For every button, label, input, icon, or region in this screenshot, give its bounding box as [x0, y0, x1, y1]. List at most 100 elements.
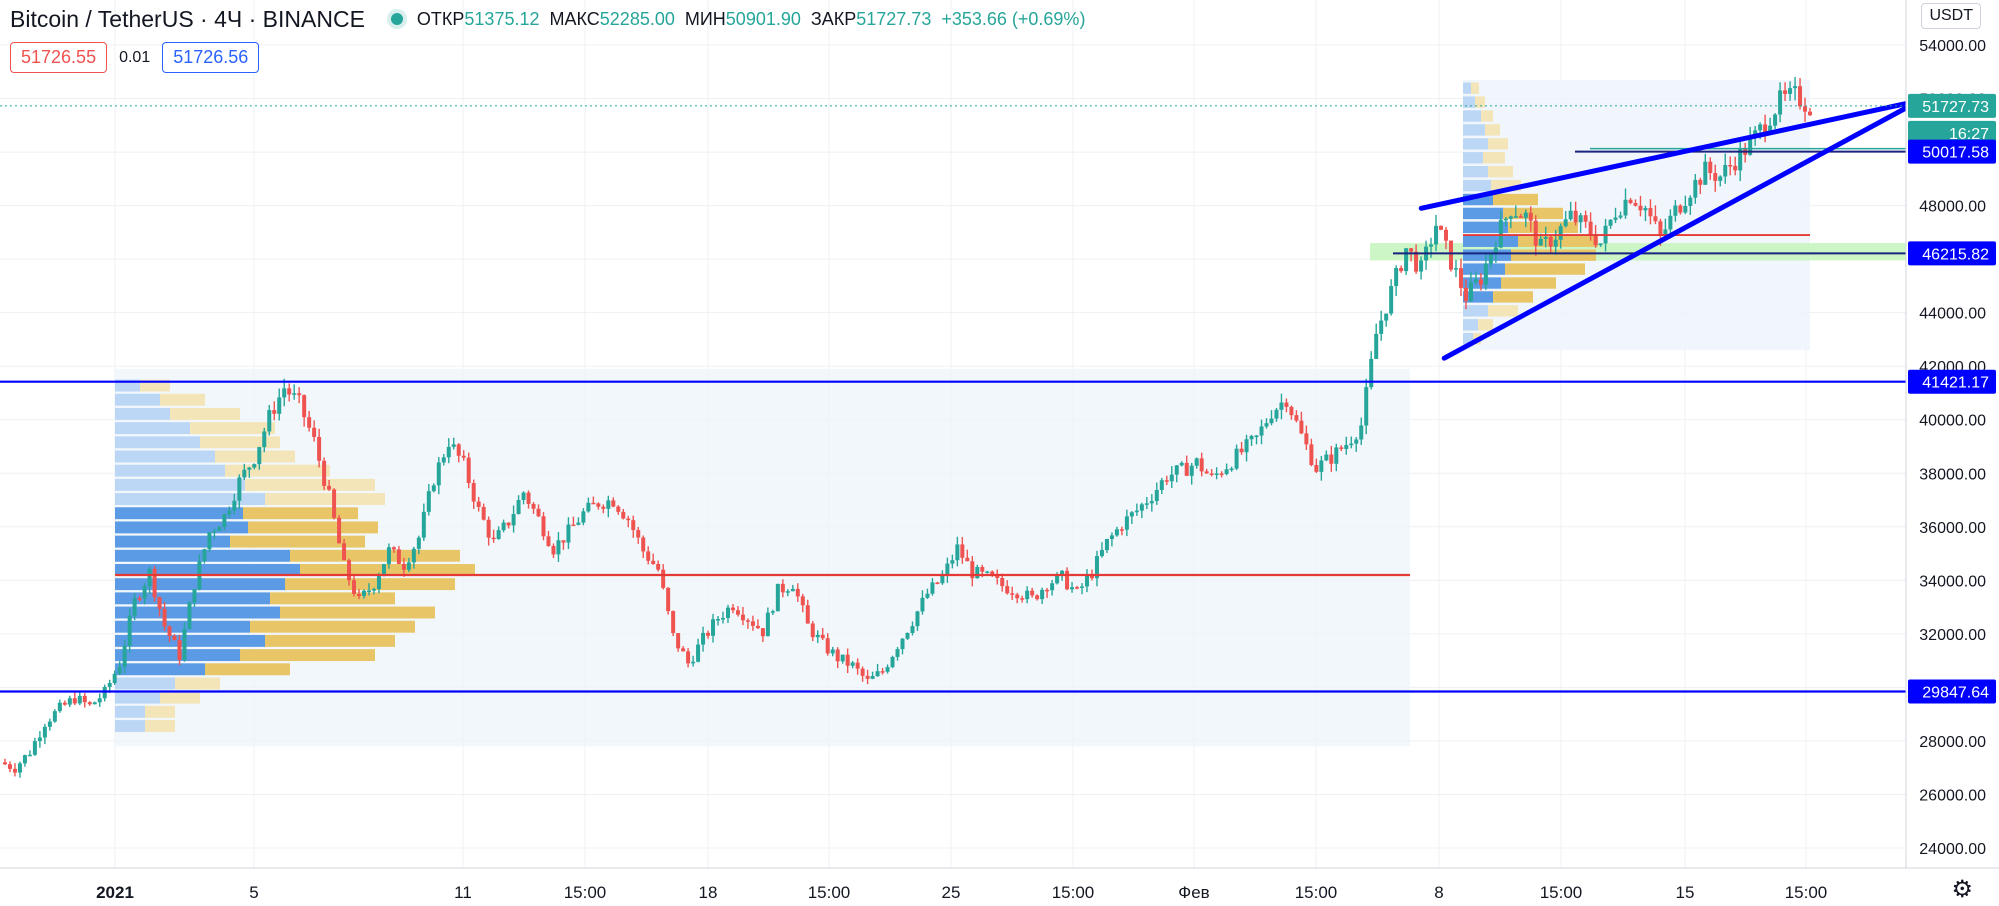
candle-body: [905, 632, 910, 639]
volume-bar-up: [1463, 152, 1483, 164]
price-label-text: 51727.73: [1922, 99, 1989, 116]
candle-body: [1414, 251, 1419, 272]
candle-body: [676, 633, 681, 649]
volume-bar-down: [1475, 96, 1485, 108]
candle-body: [636, 530, 641, 538]
candle-body: [671, 611, 676, 634]
volume-bar-down: [1518, 235, 1598, 247]
candle-body: [980, 566, 985, 572]
candle-body: [651, 560, 656, 564]
high-label: МАКС: [549, 8, 600, 29]
candle-body: [252, 464, 257, 468]
volume-bar-up: [115, 493, 265, 505]
candle-body: [137, 598, 142, 600]
candle-body: [381, 564, 386, 576]
candle-body: [1214, 473, 1219, 475]
price-axis[interactable]: 24000.0026000.0028000.0030000.0032000.00…: [1905, 0, 1999, 868]
volume-bar-down: [240, 649, 375, 662]
volume-bar-down: [160, 691, 200, 704]
candle-body: [247, 467, 252, 470]
candle-body: [770, 611, 775, 613]
volume-bar-up: [115, 507, 243, 520]
candle-body: [72, 698, 77, 704]
candle-body: [1453, 268, 1458, 270]
candle-body: [1080, 586, 1085, 588]
candle-body: [631, 520, 636, 531]
candle-body: [147, 568, 152, 587]
candle-body: [880, 671, 885, 673]
candle-body: [406, 562, 411, 570]
candle-body: [666, 587, 671, 612]
candle-body: [1678, 205, 1683, 213]
buy-button[interactable]: 51726.56: [162, 42, 260, 73]
candle-body: [1588, 221, 1593, 236]
currency-button[interactable]: USDT: [1921, 3, 1981, 29]
candle-body: [755, 625, 760, 629]
candle-body: [1558, 226, 1563, 240]
candle-body: [646, 551, 651, 561]
volume-bar-up: [1463, 138, 1488, 150]
candle-body: [1055, 573, 1060, 584]
candle-body: [102, 686, 107, 699]
low-value: 50901.90: [725, 8, 801, 29]
candle-body: [706, 632, 711, 636]
candle-body: [1703, 161, 1708, 185]
sell-button[interactable]: 51726.55: [10, 42, 108, 73]
settings-gear-icon[interactable]: ⚙: [1951, 876, 1973, 903]
volume-bar-up: [115, 634, 265, 647]
volume-bar-up: [115, 663, 205, 676]
candle-body: [745, 620, 750, 622]
candle-body: [716, 619, 721, 621]
time-tick-label: 15: [1676, 883, 1695, 902]
candle-body: [611, 500, 616, 507]
time-tick-label: 15:00: [1785, 883, 1828, 902]
candle-body: [1553, 239, 1558, 247]
candle-body: [257, 447, 262, 465]
candle-body: [1429, 244, 1434, 247]
candle-body: [327, 485, 332, 490]
candle-body: [1758, 124, 1763, 131]
price-tick-label: 38000.00: [1919, 466, 1986, 483]
candle-body: [1359, 425, 1364, 440]
candle-body: [830, 649, 835, 654]
candle-body: [1219, 473, 1224, 475]
candle-body: [67, 698, 72, 705]
candle-body: [616, 506, 621, 512]
candle-body: [875, 671, 880, 677]
volume-bar-down: [1511, 249, 1596, 261]
time-axis[interactable]: 2021 5 11 15:00 18 15:00 25 15:00 Фев 15:00 8 15:00…: [0, 867, 1999, 902]
volume-bar-up: [115, 521, 248, 534]
candle-body: [1573, 210, 1578, 223]
volume-bar-down: [290, 549, 460, 562]
high-value: 52285.00: [599, 8, 675, 29]
candle-body: [1713, 173, 1718, 181]
volume-bar-down: [280, 606, 435, 619]
candle-body: [371, 589, 376, 591]
candle-body: [571, 524, 576, 527]
candle-body: [421, 511, 426, 538]
candle-body: [526, 492, 531, 504]
candle-body: [172, 636, 177, 641]
candle-body: [970, 561, 975, 579]
candle-body: [481, 506, 486, 520]
time-tick-label: 11: [454, 883, 472, 902]
candle-body: [302, 395, 307, 418]
candle-body: [1493, 247, 1498, 254]
candle-body: [1503, 218, 1508, 221]
volume-bar-up: [1463, 179, 1491, 192]
symbol-title[interactable]: Bitcoin / TetherUS · 4Ч · BINANCE: [10, 5, 365, 32]
candle-body: [237, 477, 242, 501]
candle-body: [1234, 448, 1239, 469]
candle-body: [1334, 447, 1339, 464]
candle-body: [865, 675, 870, 679]
candle-body: [1089, 575, 1094, 579]
candle-body: [506, 522, 511, 526]
candle-body: [775, 583, 780, 612]
volume-bar-down: [1483, 152, 1505, 164]
candle-body: [1094, 556, 1099, 579]
candle-body: [1015, 594, 1020, 599]
volume-bar-down: [140, 379, 170, 392]
candle-body: [790, 588, 795, 592]
volume-bar-down: [200, 436, 280, 449]
